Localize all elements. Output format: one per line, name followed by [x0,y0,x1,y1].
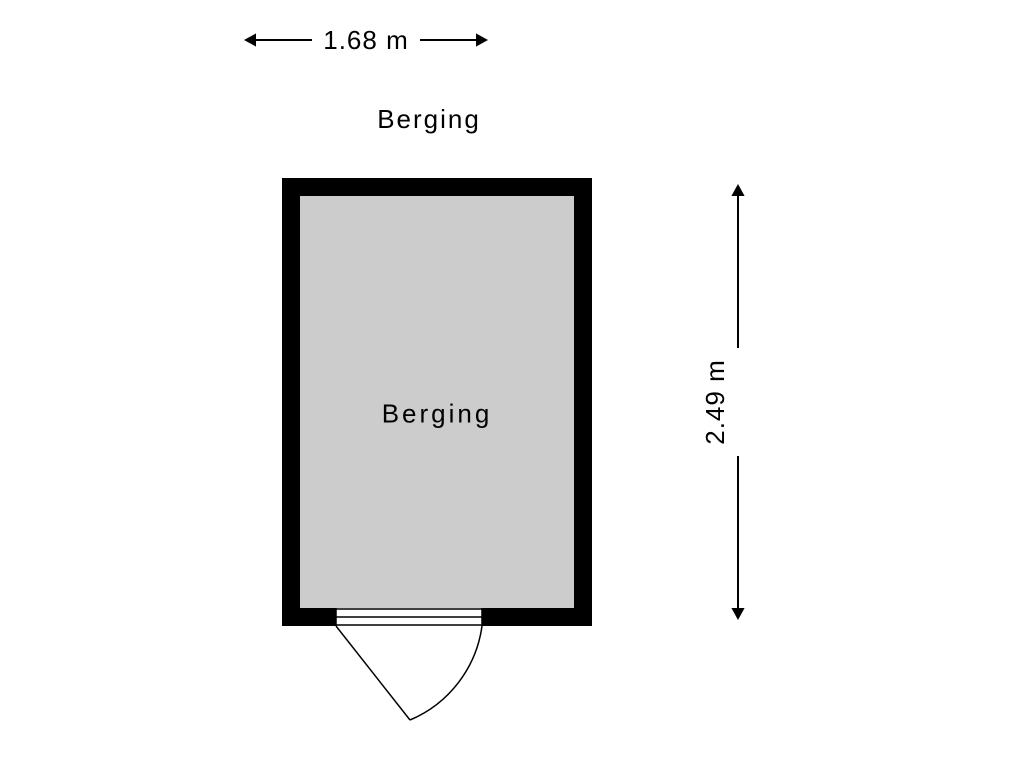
room-label: Berging [382,398,493,428]
dimension-width-label: 1.68 m [323,25,409,55]
floorplan-title: Berging [377,104,481,134]
dimension-height-label: 2.49 m [700,359,730,445]
